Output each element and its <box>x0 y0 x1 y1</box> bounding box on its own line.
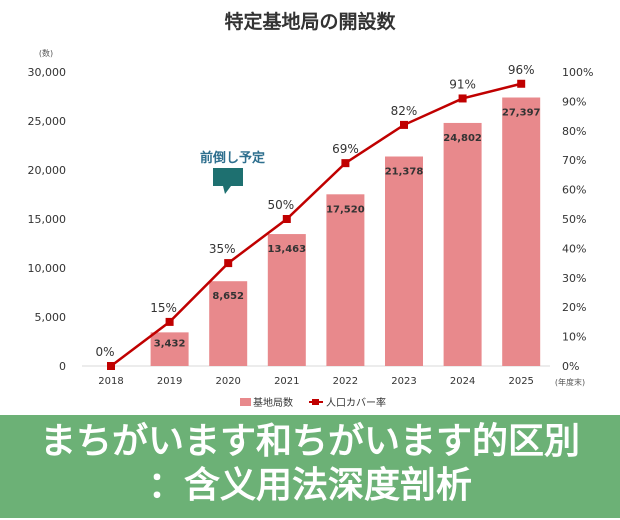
y-right-tick-label: 20% <box>562 301 586 314</box>
bar-data-label: 24,802 <box>443 133 482 144</box>
legend-line-marker <box>312 399 319 405</box>
bar-data-label: 27,397 <box>502 108 541 119</box>
y-right-tick-label: 40% <box>562 242 586 255</box>
y-right-tick-label: 0% <box>562 360 579 373</box>
bar <box>150 332 189 366</box>
line-marker <box>400 120 408 129</box>
line-data-label: 50% <box>267 198 294 212</box>
x-tick-label: 2018 <box>98 376 123 387</box>
banner-line-1: まちがいます和ちがいます的区別 <box>39 421 580 462</box>
line-data-label: 96% <box>508 63 535 77</box>
x-tick-label: 2023 <box>391 376 416 387</box>
legend-line-label: 人口カバー率 <box>326 396 386 409</box>
chart-title: 特定基地局の開設数 <box>224 10 396 33</box>
x-tick-label: 2019 <box>157 376 182 387</box>
x-tick-label: 2020 <box>215 376 240 387</box>
bar <box>326 194 365 366</box>
x-tick-label: 2024 <box>450 376 475 387</box>
line-marker <box>458 94 467 103</box>
bar <box>209 281 248 366</box>
line-marker <box>107 362 115 370</box>
y-right-tick-label: 10% <box>562 331 586 344</box>
bar-data-label: 17,520 <box>326 204 365 215</box>
line-data-label: 91% <box>449 77 476 91</box>
y-left-tick-label: 25,000 <box>28 115 67 128</box>
bar-data-label: 8,652 <box>212 291 244 302</box>
bar-data-label: 21,378 <box>385 166 424 177</box>
bar <box>385 156 423 366</box>
line-data-label: 15% <box>150 301 177 315</box>
y-left-tick-label: 5,000 <box>35 311 67 324</box>
legend-bar-label: 基地局数 <box>253 396 293 409</box>
bar-data-label: 3,432 <box>154 338 186 349</box>
chart: 特定基地局の開設数 (数) (年度末) 0 5,000 10,000 15,000 20… <box>28 10 594 409</box>
y-left-tick-label: 15,000 <box>28 213 67 226</box>
x-tick-label: 2025 <box>508 376 533 387</box>
y-right-tick-label: 50% <box>562 213 586 226</box>
x-unit: (年度末) <box>555 377 585 387</box>
bar <box>502 97 541 366</box>
line-data-label: 0% <box>95 345 114 359</box>
x-tick-label: 2021 <box>274 376 299 387</box>
y-left-tick-label: 20,000 <box>28 164 67 177</box>
y-left-unit: (数) <box>39 48 53 58</box>
y-left-tick-label: 10,000 <box>28 262 67 275</box>
annotation: 前倒し予定 <box>200 150 265 194</box>
x-tick-label: 2022 <box>333 376 358 387</box>
y-right-tick-label: 90% <box>562 95 586 108</box>
y-right-tick-label: 70% <box>562 154 586 167</box>
banner-text: まちがいます和ちがいます的区別 ：含义用法深度剖析 <box>0 420 620 508</box>
legend-bar-swatch <box>240 398 251 406</box>
bar <box>443 122 482 366</box>
line-marker <box>165 317 174 326</box>
annotation-text: 前倒し予定 <box>200 150 265 166</box>
y-left-tick-label: 0 <box>59 360 66 373</box>
line-data-label: 35% <box>209 242 236 256</box>
line-marker <box>224 259 233 268</box>
bar-data-label: 13,463 <box>268 244 307 255</box>
line-marker <box>282 215 291 223</box>
legend: 基地局数 人口カバー率 <box>240 396 386 409</box>
bar <box>267 234 306 366</box>
y-right-tick-label: 30% <box>562 272 586 285</box>
y-right-tick-label: 80% <box>562 125 586 138</box>
y-left-tick-label: 30,000 <box>28 66 67 79</box>
line-marker <box>341 159 350 168</box>
coverage-line <box>110 82 522 367</box>
callout-shape <box>213 168 243 194</box>
banner-line-2: ：含义用法深度剖析 <box>147 465 472 506</box>
line-data-label: 69% <box>332 142 359 156</box>
y-right-tick-label: 100% <box>562 66 593 79</box>
line-data-label: 82% <box>391 104 418 118</box>
y-right-tick-label: 60% <box>562 184 586 197</box>
line-marker <box>517 79 526 88</box>
